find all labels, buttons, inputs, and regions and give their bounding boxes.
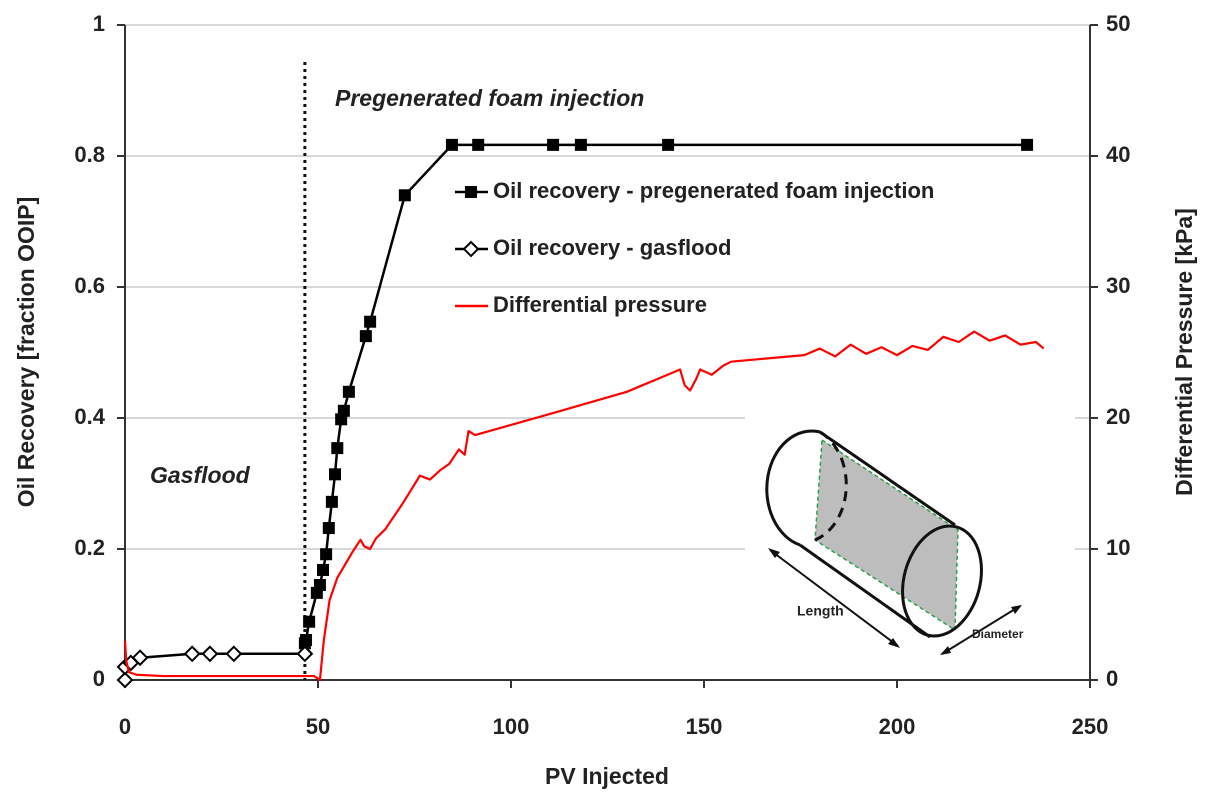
- marker: [331, 442, 344, 455]
- y2-tick-label: 0: [1106, 666, 1118, 691]
- length-arrow: [769, 549, 899, 647]
- marker: [662, 138, 675, 151]
- legend-text: Differential pressure: [493, 292, 707, 317]
- marker: [183, 645, 201, 663]
- annotation: Gasflood: [150, 462, 251, 488]
- x-tick-label: 200: [879, 714, 916, 739]
- marker: [472, 138, 485, 151]
- arrow-head: [888, 638, 900, 648]
- cylinder-edge: [799, 543, 931, 639]
- cross-section: [814, 438, 959, 632]
- marker: [320, 548, 333, 561]
- marker: [225, 645, 243, 663]
- marker: [337, 404, 350, 417]
- y-tick-label: 0.8: [74, 142, 105, 167]
- marker: [359, 330, 372, 343]
- legend-text: Oil recovery - pregenerated foam injecti…: [493, 178, 934, 203]
- marker: [398, 189, 411, 202]
- y2-tick-label: 40: [1106, 142, 1130, 167]
- marker: [300, 634, 313, 647]
- arrow-head: [940, 646, 951, 655]
- inset-diagram: Length Diameter: [745, 410, 1075, 672]
- y2-tick-label: 50: [1106, 11, 1130, 36]
- marker: [574, 138, 587, 151]
- legend-marker: [462, 240, 480, 258]
- marker: [1021, 138, 1034, 151]
- marker: [201, 645, 219, 663]
- y2-axis-label: Differential Pressure [kPa]: [1171, 208, 1197, 496]
- series-line: [123, 330, 1045, 682]
- cylinder-edge: [819, 430, 956, 527]
- cylinder-end: [901, 524, 983, 638]
- marker: [328, 468, 341, 481]
- x-tick-label: 100: [493, 714, 530, 739]
- diameter-arrow: [941, 605, 1021, 655]
- legend-text: Oil recovery - gasflood: [493, 235, 731, 260]
- y-tick-label: 0: [93, 666, 105, 691]
- marker: [296, 645, 314, 663]
- y-axis-label: Oil Recovery [fraction OOIP]: [13, 197, 39, 508]
- x-tick-label: 0: [119, 714, 131, 739]
- marker: [313, 579, 326, 592]
- marker: [317, 563, 330, 576]
- legend-marker: [465, 186, 477, 198]
- y-tick-label: 1: [93, 11, 105, 36]
- cylinder-edge: [765, 429, 821, 547]
- y-tick-label: 0.2: [74, 535, 105, 560]
- y-tick-label: 0.6: [74, 273, 105, 298]
- arrow-head: [1011, 605, 1022, 614]
- inset-label: Diameter: [972, 627, 1024, 641]
- inset-label: Length: [797, 603, 844, 619]
- marker: [116, 671, 134, 689]
- y2-tick-label: 20: [1106, 404, 1130, 429]
- annotation: Pregenerated foam injection: [335, 85, 644, 111]
- x-axis-label: PV Injected: [545, 763, 669, 789]
- x-tick-label: 250: [1072, 714, 1109, 739]
- y-tick-label: 0.4: [74, 404, 105, 429]
- y2-tick-label: 10: [1106, 535, 1130, 560]
- arrow-head: [768, 548, 780, 558]
- marker: [547, 138, 560, 151]
- marker: [342, 385, 355, 398]
- marker: [364, 315, 377, 328]
- x-tick-label: 50: [306, 714, 330, 739]
- marker: [322, 522, 335, 535]
- x-tick-label: 150: [686, 714, 723, 739]
- y2-tick-label: 30: [1106, 273, 1130, 298]
- marker: [445, 138, 458, 151]
- marker: [131, 649, 149, 667]
- marker: [325, 495, 338, 508]
- marker: [303, 615, 316, 628]
